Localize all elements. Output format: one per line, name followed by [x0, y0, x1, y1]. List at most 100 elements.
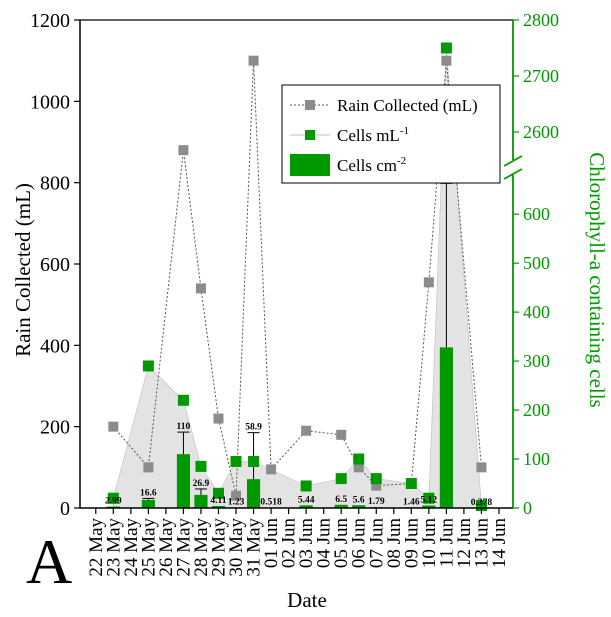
- bar-cells-cm2: [246, 479, 261, 508]
- axis-break-mark: [503, 168, 523, 180]
- bar-cells-cm2: [176, 454, 191, 508]
- y-axis-right-title: Chlorophyll-a containing cells: [585, 152, 609, 407]
- rain-point: [213, 413, 224, 424]
- cells-ml-point: [423, 492, 435, 504]
- cells-ml-point: [142, 360, 154, 372]
- legend-rain-marker: [305, 100, 315, 110]
- x-tick-label: 08 Jun: [384, 518, 405, 569]
- axis-layer: 0 200 400 600 800 1000 1200 0 100 200 300 400 500 600…: [30, 10, 559, 577]
- bar-value-label: 6.5: [335, 495, 347, 505]
- cells-ml-point: [212, 487, 224, 499]
- x-tick-label: 04 Jun: [314, 518, 335, 569]
- panel-label: A: [26, 526, 73, 597]
- rain-point: [336, 429, 347, 440]
- cells-ml-point: [475, 500, 487, 512]
- y-left-tick-label: 400: [40, 335, 70, 357]
- x-tick-label: 11 Jun: [436, 518, 457, 568]
- rain-series-line: [112, 60, 482, 496]
- y-left-tick-label: 800: [40, 173, 70, 195]
- y-right-tick-label: 2700: [523, 66, 559, 86]
- y-axis-right-title-text: Chlorophyll-a containing cells: [585, 152, 609, 407]
- bar-value-label: 5.44: [298, 495, 315, 505]
- x-tick-label: 23 May: [103, 518, 124, 577]
- x-tick-label: 12 Jun: [454, 518, 475, 569]
- x-tick-label: 30 May: [226, 518, 247, 577]
- x-tick-label: 28 May: [191, 518, 212, 577]
- cells-ml-point: [353, 453, 365, 465]
- bar-cells-cm2: [439, 347, 453, 508]
- x-tick-label: 14 Jun: [489, 518, 510, 569]
- bar-value-label: 0.518: [260, 498, 282, 508]
- line-layer: [107, 42, 487, 512]
- y-left-tick-label: 1200: [30, 10, 70, 32]
- bar-value-label: 26.9: [193, 479, 210, 489]
- x-tick-label: 26 May: [156, 518, 177, 577]
- cells-ml-point: [335, 473, 347, 485]
- y-left-tick-label: 200: [40, 417, 70, 439]
- rain-point: [301, 425, 312, 436]
- y-right-tick-label: 2600: [523, 122, 559, 142]
- cells-ml-point: [370, 473, 382, 485]
- x-tick-label: 24 May: [121, 518, 142, 577]
- bar-value-label: 16.6: [140, 488, 157, 498]
- axis-break-mark: [503, 155, 523, 167]
- x-tick-label: 29 May: [208, 518, 229, 577]
- y-right-tick-label: 200: [523, 400, 550, 420]
- rain-point: [143, 462, 154, 473]
- cells-ml-point: [107, 492, 119, 504]
- x-tick-label: 02 Jun: [279, 518, 300, 569]
- x-tick-label: 27 May: [173, 518, 194, 577]
- y-right-tick-label: 2800: [523, 10, 559, 30]
- y-right-tick-label: 500: [523, 253, 550, 273]
- y-right-tick-label: 0: [523, 498, 532, 518]
- bar-cells-cm2: [141, 499, 155, 508]
- y-right-tick-label: 400: [523, 302, 550, 322]
- cells-ml-point: [248, 455, 260, 467]
- bar-cells-cm2: [352, 505, 366, 508]
- legend-cells-cm2-swatch: [290, 154, 330, 176]
- bar-cells-cm2: [334, 504, 348, 508]
- legend: Rain Collected (mL) Cells mL-1 Cells cm-2: [281, 84, 501, 184]
- bar-cells-cm2: [422, 505, 436, 508]
- legend-entry-label: Rain Collected (mL): [337, 96, 478, 115]
- x-tick-label: 07 Jun: [366, 518, 387, 569]
- legend-cells-ml-marker: [305, 130, 315, 140]
- x-axis-title: Date: [287, 588, 327, 612]
- x-tick-label: 25 May: [138, 518, 159, 577]
- bar-value-label: 1.23: [228, 497, 245, 507]
- rain-point: [266, 464, 277, 475]
- bar-cells-cm2: [194, 494, 208, 508]
- bar-value-label: 2.99: [105, 497, 122, 507]
- x-tick-label: 22 May: [86, 518, 107, 577]
- x-tick-label: 09 Jun: [401, 518, 422, 569]
- cells-ml-point: [230, 455, 242, 467]
- rain-point: [441, 55, 452, 66]
- cells-ml-point: [405, 478, 417, 490]
- x-tick-label: 06 Jun: [349, 518, 370, 569]
- bar-cells-cm2: [211, 505, 226, 508]
- x-tick-label: 01 Jun: [261, 518, 282, 569]
- cells-ml-point: [195, 460, 207, 472]
- rain-point: [476, 462, 487, 473]
- legend-entry-label: Cells mL-1: [337, 125, 409, 145]
- bar-value-label: 4.11: [210, 496, 226, 506]
- cells-ml-point: [300, 480, 312, 492]
- y-left-tick-label: 1000: [30, 91, 70, 113]
- bar-value-label: 5.12: [421, 495, 438, 505]
- bar-value-label: 1.79: [368, 497, 385, 507]
- x-tick-label: 03 Jun: [296, 518, 317, 569]
- y-axis-left-title: Rain Collected (mL): [11, 183, 35, 357]
- rain-point: [108, 421, 119, 432]
- rain-point: [353, 462, 364, 473]
- rain-point: [371, 480, 382, 491]
- rain-point: [231, 490, 242, 501]
- rain-point: [248, 55, 259, 66]
- rain-point: [423, 277, 434, 288]
- y-right-tick-label: 300: [523, 351, 550, 371]
- legend-entry-label: Cells cm-2: [337, 155, 406, 175]
- bar-cells-cm2: [299, 505, 313, 508]
- rain-point: [178, 145, 189, 156]
- x-tick-label: 13 Jun: [471, 518, 492, 569]
- bar-value-label: 0.378: [471, 498, 493, 508]
